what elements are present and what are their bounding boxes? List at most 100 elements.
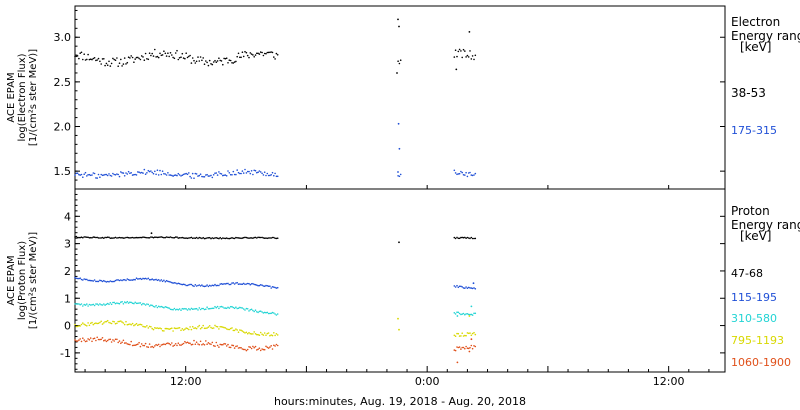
- data-point: [468, 31, 471, 33]
- data-point: [454, 237, 457, 240]
- data-point: [86, 236, 88, 238]
- data-point: [186, 284, 189, 287]
- data-point: [155, 56, 157, 58]
- data-point: [399, 59, 402, 61]
- data-point: [203, 308, 206, 311]
- data-point: [215, 284, 218, 287]
- data-point: [199, 308, 202, 311]
- data-point: [113, 321, 115, 323]
- data-point: [271, 311, 274, 314]
- data-point: [469, 237, 471, 240]
- data-point: [253, 331, 255, 333]
- data-point: [176, 327, 178, 330]
- data-point: [223, 307, 225, 309]
- data-point: [269, 312, 271, 315]
- data-point: [151, 171, 153, 174]
- data-point: [78, 236, 80, 239]
- data-point: [154, 48, 156, 51]
- data-point: [460, 236, 462, 239]
- data-point: [79, 277, 81, 280]
- data-point: [78, 277, 80, 280]
- data-point: [134, 173, 136, 176]
- data-point: [163, 343, 165, 345]
- data-point: [456, 315, 459, 317]
- data-point: [121, 236, 123, 239]
- data-point: [89, 337, 92, 339]
- data-point: [193, 308, 195, 310]
- data-point: [154, 327, 156, 329]
- data-point: [212, 284, 215, 287]
- data-point: [242, 282, 245, 285]
- data-point: [74, 55, 76, 58]
- data-point: [116, 237, 118, 239]
- data-point: [133, 278, 135, 281]
- data-point: [195, 60, 198, 63]
- data-point: [210, 343, 212, 346]
- data-point: [206, 343, 208, 346]
- data-point: [125, 342, 127, 344]
- data-point: [164, 173, 167, 175]
- data-point: [83, 236, 85, 238]
- data-point: [464, 287, 466, 290]
- data-point: [87, 305, 89, 307]
- data-point: [143, 344, 146, 347]
- data-point: [76, 325, 79, 328]
- data-point: [223, 342, 225, 345]
- data-point: [172, 175, 174, 177]
- data-point: [250, 237, 253, 239]
- data-point: [469, 346, 471, 349]
- data-point: [121, 65, 123, 67]
- data-point: [197, 309, 199, 311]
- data-point: [457, 50, 460, 53]
- data-point: [103, 174, 105, 176]
- data-point: [246, 170, 249, 173]
- data-point: [218, 328, 220, 330]
- plot-frame: [74, 5, 726, 190]
- data-point: [220, 60, 223, 62]
- data-point: [104, 321, 106, 323]
- data-point: [177, 58, 180, 61]
- data-point: [152, 346, 155, 349]
- data-point: [101, 304, 104, 306]
- data-point: [133, 173, 135, 176]
- data-point: [246, 308, 249, 310]
- data-point: [126, 173, 129, 175]
- data-point: [257, 52, 259, 55]
- data-point: [142, 277, 144, 280]
- data-point: [138, 278, 140, 280]
- data-point: [75, 277, 78, 280]
- data-point: [91, 304, 93, 306]
- data-point: [139, 172, 142, 174]
- data-point: [467, 56, 470, 58]
- data-point: [108, 338, 110, 341]
- data-point: [270, 334, 273, 336]
- data-point: [202, 307, 204, 310]
- data-point: [214, 345, 216, 348]
- data-point: [167, 342, 169, 344]
- data-point: [160, 344, 163, 346]
- data-point: [207, 64, 210, 67]
- data-point: [397, 122, 400, 125]
- data-point: [207, 342, 210, 344]
- data-point: [185, 284, 187, 287]
- data-point: [122, 339, 125, 342]
- data-point: [208, 175, 211, 177]
- data-point: [117, 341, 119, 344]
- data-point: [114, 322, 117, 325]
- data-point: [114, 279, 117, 282]
- data-point: [456, 346, 458, 348]
- data-point: [473, 58, 475, 61]
- data-point: [191, 284, 194, 287]
- data-point: [164, 343, 167, 346]
- data-point: [241, 170, 244, 172]
- data-point: [474, 312, 477, 315]
- data-point: [262, 348, 265, 351]
- data-point: [203, 176, 206, 178]
- data-point: [398, 241, 400, 244]
- data-point: [160, 305, 163, 308]
- data-point: [457, 286, 460, 289]
- data-point: [253, 236, 255, 239]
- data-point: [126, 61, 129, 64]
- data-point: [108, 236, 110, 239]
- data-point: [473, 237, 475, 240]
